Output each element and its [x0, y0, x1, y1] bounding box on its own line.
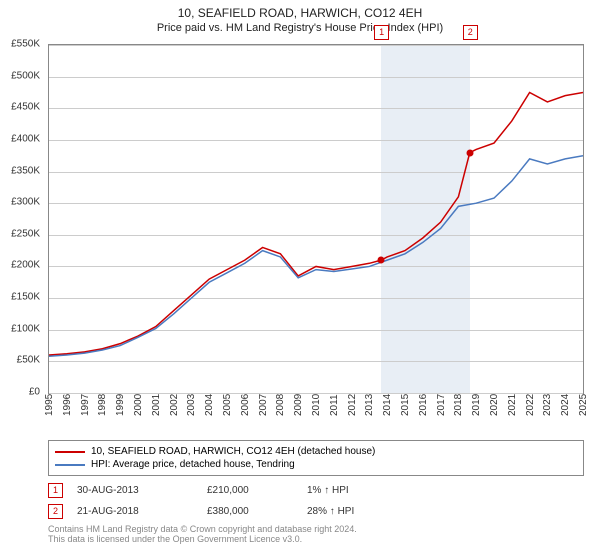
transaction-price: £380,000 — [207, 506, 307, 517]
y-tick-label: £400K — [11, 133, 40, 144]
legend-swatch — [55, 451, 85, 453]
transaction-date: 21-AUG-2018 — [77, 506, 207, 517]
x-tick-label: 2003 — [186, 394, 197, 416]
y-tick-label: £100K — [11, 323, 40, 334]
x-tick-label: 2009 — [293, 394, 304, 416]
footer-line-2: This data is licensed under the Open Gov… — [48, 534, 357, 544]
x-tick-label: 2007 — [258, 394, 269, 416]
y-tick-label: £500K — [11, 70, 40, 81]
y-tick-label: £300K — [11, 197, 40, 208]
y-axis-labels: £0£50K£100K£150K£200K£250K£300K£350K£400… — [0, 44, 44, 394]
chart-title: 10, SEAFIELD ROAD, HARWICH, CO12 4EH — [0, 0, 600, 20]
chart-subtitle: Price paid vs. HM Land Registry's House … — [0, 20, 600, 38]
footer-line-1: Contains HM Land Registry data © Crown c… — [48, 524, 357, 534]
legend-item: 10, SEAFIELD ROAD, HARWICH, CO12 4EH (de… — [55, 445, 577, 458]
legend-box: 10, SEAFIELD ROAD, HARWICH, CO12 4EH (de… — [48, 440, 584, 476]
series-line-property — [49, 92, 583, 355]
marker-dot — [466, 149, 473, 156]
y-tick-label: £550K — [11, 39, 40, 50]
transaction-marker: 2 — [48, 504, 63, 519]
y-tick-label: £350K — [11, 165, 40, 176]
x-tick-label: 2014 — [382, 394, 393, 416]
x-tick-label: 2022 — [525, 394, 536, 416]
y-tick-label: £450K — [11, 102, 40, 113]
transaction-price: £210,000 — [207, 485, 307, 496]
x-tick-label: 2013 — [364, 394, 375, 416]
transaction-pct: 1% ↑ HPI — [307, 485, 407, 496]
x-tick-label: 2024 — [560, 394, 571, 416]
chart-container: 10, SEAFIELD ROAD, HARWICH, CO12 4EH Pri… — [0, 0, 600, 560]
y-tick-label: £50K — [17, 355, 40, 366]
chart-plot-area: 1 2 — [48, 44, 584, 394]
x-tick-label: 2025 — [578, 394, 589, 416]
x-tick-label: 1999 — [115, 394, 126, 416]
x-tick-label: 1996 — [62, 394, 73, 416]
x-tick-label: 2002 — [169, 394, 180, 416]
transactions-table: 1 30-AUG-2013 £210,000 1% ↑ HPI 2 21-AUG… — [48, 480, 584, 522]
legend-label: HPI: Average price, detached house, Tend… — [91, 459, 295, 470]
x-tick-label: 2004 — [204, 394, 215, 416]
y-tick-label: £0 — [29, 387, 40, 398]
y-tick-label: £150K — [11, 292, 40, 303]
x-tick-label: 2023 — [542, 394, 553, 416]
x-tick-label: 2017 — [436, 394, 447, 416]
x-tick-label: 2021 — [507, 394, 518, 416]
x-tick-label: 2001 — [151, 394, 162, 416]
x-tick-label: 2010 — [311, 394, 322, 416]
transaction-pct: 28% ↑ HPI — [307, 506, 407, 517]
legend-item: HPI: Average price, detached house, Tend… — [55, 458, 577, 471]
y-tick-label: £200K — [11, 260, 40, 271]
x-tick-label: 2000 — [133, 394, 144, 416]
x-tick-label: 2020 — [489, 394, 500, 416]
x-tick-label: 2015 — [400, 394, 411, 416]
series-line-hpi — [49, 156, 583, 357]
transaction-date: 30-AUG-2013 — [77, 485, 207, 496]
marker-label-1: 1 — [374, 25, 389, 40]
transaction-marker: 1 — [48, 483, 63, 498]
legend-label: 10, SEAFIELD ROAD, HARWICH, CO12 4EH (de… — [91, 446, 375, 457]
y-tick-label: £250K — [11, 228, 40, 239]
footer-text: Contains HM Land Registry data © Crown c… — [48, 524, 357, 544]
x-tick-label: 1998 — [97, 394, 108, 416]
transaction-row: 2 21-AUG-2018 £380,000 28% ↑ HPI — [48, 501, 584, 522]
x-tick-label: 1995 — [44, 394, 55, 416]
x-tick-label: 2011 — [329, 394, 340, 416]
marker-label-2: 2 — [463, 25, 478, 40]
marker-dot — [378, 257, 385, 264]
x-tick-label: 2016 — [418, 394, 429, 416]
x-tick-label: 2005 — [222, 394, 233, 416]
x-tick-label: 2008 — [275, 394, 286, 416]
x-tick-label: 2012 — [347, 394, 358, 416]
x-tick-label: 2006 — [240, 394, 251, 416]
chart-svg — [49, 45, 583, 393]
transaction-row: 1 30-AUG-2013 £210,000 1% ↑ HPI — [48, 480, 584, 501]
x-tick-label: 2019 — [471, 394, 482, 416]
x-axis-labels: 1995199619971998199920002001200220032004… — [48, 396, 584, 430]
legend-swatch — [55, 464, 85, 466]
x-tick-label: 1997 — [80, 394, 91, 416]
x-tick-label: 2018 — [453, 394, 464, 416]
